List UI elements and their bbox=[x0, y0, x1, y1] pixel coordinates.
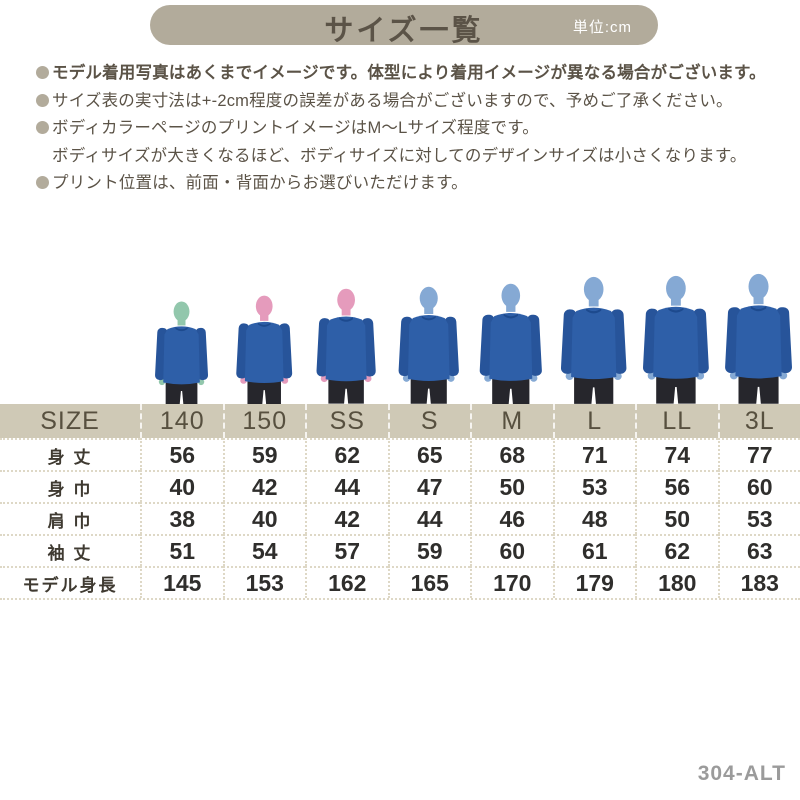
size-value-cell: 165 bbox=[387, 566, 470, 598]
note-text: ボディサイズが大きくなるほど、ボディサイズに対してのデザインサイズは小さくなりま… bbox=[52, 146, 747, 165]
size-header-LL: LL bbox=[635, 404, 718, 438]
size-value-cell: 183 bbox=[717, 566, 800, 598]
model-figure-3L bbox=[720, 272, 797, 404]
size-value-cell: 74 bbox=[635, 438, 718, 470]
bullet-icon bbox=[36, 121, 49, 134]
size-value-cell: 51 bbox=[140, 534, 223, 566]
model-figure-M bbox=[475, 282, 547, 404]
size-value-cell: 59 bbox=[222, 438, 305, 470]
product-code: 304-ALT bbox=[697, 762, 786, 785]
size-value-cell: 62 bbox=[305, 438, 388, 470]
size-value-cell: 59 bbox=[387, 534, 470, 566]
size-table-row: 身 丈 56 59 62 65 68 71 74 77 bbox=[0, 438, 800, 470]
note-line: ボディサイズが大きくなるほど、ボディサイズに対してのデザインサイズは小さくなりま… bbox=[36, 143, 776, 171]
model-photos bbox=[151, 272, 797, 404]
size-table: SIZE 140 150 SS S M L LL 3L 身 丈 56 59 62 65 68 71 74 77 身 … bbox=[0, 404, 800, 600]
size-header-150: 150 bbox=[222, 404, 306, 438]
unit-label: 単位:cm bbox=[572, 19, 632, 36]
size-value-cell: 68 bbox=[470, 438, 553, 470]
note-line: モデル着用写真はあくまでイメージです。体型により着用イメージが異なる場合がござい… bbox=[36, 60, 776, 88]
size-value-cell: 61 bbox=[552, 534, 635, 566]
note-line: ボディカラーページのプリントイメージはM〜Lサイズ程度です。 bbox=[36, 115, 776, 143]
row-label: 身 丈 bbox=[0, 438, 140, 470]
size-value-cell: 40 bbox=[222, 502, 305, 534]
size-header-S: S bbox=[387, 404, 471, 438]
note-text: プリント位置は、前面・背面からお選びいただけます。 bbox=[52, 174, 468, 192]
model-figure-LL bbox=[638, 274, 714, 404]
size-value-cell: 42 bbox=[222, 470, 305, 502]
bullet-icon bbox=[36, 93, 49, 107]
model-figure-S bbox=[394, 285, 463, 404]
size-value-cell: 44 bbox=[305, 470, 388, 502]
size-value-cell: 47 bbox=[387, 470, 470, 502]
note-text: ボディカラーページのプリントイメージはM〜Lサイズ程度です。 bbox=[52, 119, 539, 137]
row-label: モデル身長 bbox=[0, 566, 140, 598]
size-value-cell: 63 bbox=[717, 534, 800, 566]
size-table-row: 袖 丈 51 54 57 59 60 61 62 63 bbox=[0, 534, 800, 566]
size-header-L: L bbox=[552, 404, 636, 438]
size-header-M: M bbox=[470, 404, 553, 438]
size-value-cell: 40 bbox=[140, 470, 223, 502]
size-table-row: 身 巾 40 42 44 47 50 53 56 60 bbox=[0, 470, 800, 502]
bullet-icon bbox=[36, 66, 49, 79]
size-value-cell: 179 bbox=[552, 566, 635, 598]
size-value-cell: 48 bbox=[552, 502, 635, 534]
model-figure-150 bbox=[232, 294, 296, 404]
notes-list: モデル着用写真はあくまでイメージです。体型により着用イメージが異なる場合がござい… bbox=[36, 60, 776, 198]
size-value-cell: 56 bbox=[635, 470, 718, 502]
size-value-cell: 46 bbox=[470, 502, 553, 534]
size-value-cell: 60 bbox=[470, 534, 553, 566]
size-value-cell: 71 bbox=[552, 438, 635, 470]
size-list-banner: サイズ一覧 単位:cm bbox=[150, 5, 658, 47]
size-value-cell: 162 bbox=[305, 566, 388, 598]
model-figure-140 bbox=[151, 300, 212, 404]
size-value-cell: 56 bbox=[140, 438, 223, 470]
size-header-3L: 3L bbox=[717, 404, 800, 438]
size-value-cell: 180 bbox=[635, 566, 718, 598]
size-value-cell: 38 bbox=[140, 502, 223, 534]
note-line: サイズ表の実寸法は+-2cm程度の誤差がある場合がございますので、予めご了承くだ… bbox=[36, 88, 776, 116]
size-value-cell: 170 bbox=[470, 566, 553, 598]
size-value-cell: 65 bbox=[387, 438, 470, 470]
size-value-cell: 54 bbox=[222, 534, 305, 566]
size-header-SS: SS bbox=[305, 404, 388, 438]
note-text: モデル着用写真はあくまでイメージです。体型により着用イメージが異なる場合がござい… bbox=[52, 64, 766, 82]
size-value-cell: 42 bbox=[305, 502, 388, 534]
size-value-cell: 50 bbox=[635, 502, 718, 534]
note-line: プリント位置は、前面・背面からお選びいただけます。 bbox=[36, 170, 776, 198]
size-value-cell: 77 bbox=[717, 438, 800, 470]
size-value-cell: 50 bbox=[470, 470, 553, 502]
size-header-label: SIZE bbox=[40, 406, 100, 435]
note-text: サイズ表の実寸法は+-2cm程度の誤差がある場合がございますので、予めご了承くだ… bbox=[52, 91, 733, 110]
size-table-row: モデル身長 145 153 162 165 170 179 180 183 bbox=[0, 566, 800, 598]
bullet-icon bbox=[36, 176, 49, 189]
size-value-cell: 53 bbox=[552, 470, 635, 502]
size-value-cell: 60 bbox=[717, 470, 800, 502]
size-value-cell: 153 bbox=[222, 566, 305, 598]
size-value-cell: 62 bbox=[635, 534, 718, 566]
size-table-header-row: SIZE 140 150 SS S M L LL 3L bbox=[0, 404, 800, 438]
page-title: サイズ一覧 bbox=[324, 15, 484, 47]
size-table-row: 肩 巾 38 40 42 44 46 48 50 53 bbox=[0, 502, 800, 534]
model-figure-SS bbox=[312, 287, 380, 404]
row-label: 身 巾 bbox=[0, 470, 140, 502]
size-value-cell: 145 bbox=[140, 566, 223, 598]
row-label: 袖 丈 bbox=[0, 534, 140, 566]
size-value-cell: 57 bbox=[305, 534, 388, 566]
size-header-140: 140 bbox=[140, 404, 223, 438]
size-value-cell: 44 bbox=[387, 502, 470, 534]
row-label: 肩 巾 bbox=[0, 502, 140, 534]
model-figure-L bbox=[556, 275, 631, 404]
size-value-cell: 53 bbox=[717, 502, 800, 534]
